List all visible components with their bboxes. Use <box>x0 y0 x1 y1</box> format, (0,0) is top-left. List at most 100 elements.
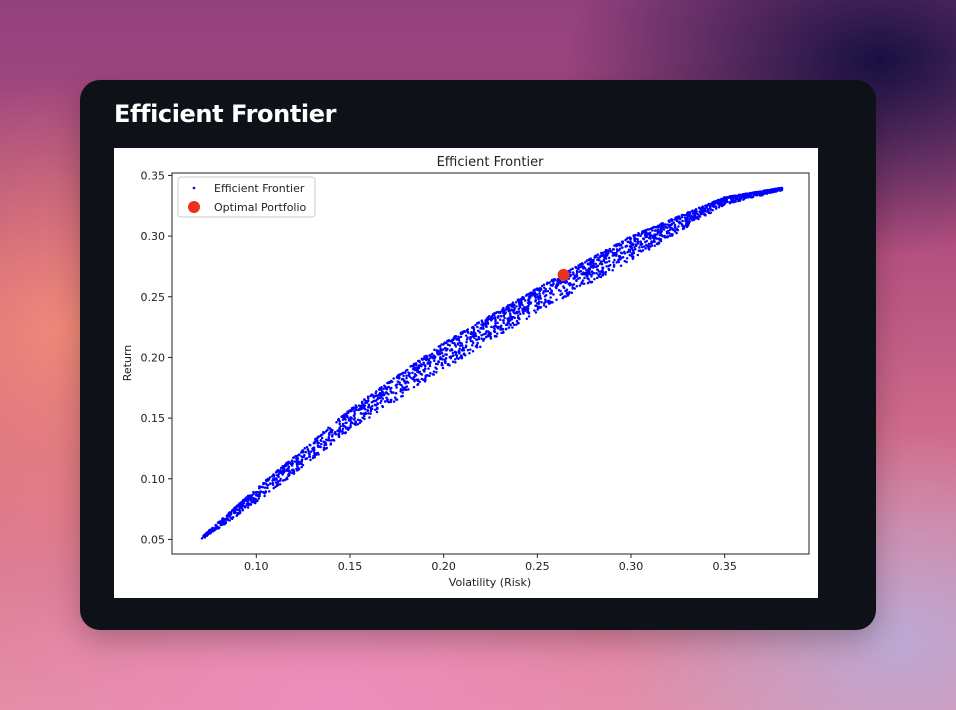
frontier-point <box>509 323 512 326</box>
frontier-point <box>245 499 248 502</box>
frontier-point <box>266 483 270 487</box>
frontier-point <box>571 267 574 271</box>
frontier-point <box>341 414 344 418</box>
frontier-point <box>471 349 475 353</box>
frontier-point <box>443 346 447 350</box>
frontier-point <box>542 283 546 287</box>
frontier-point <box>657 237 661 240</box>
frontier-point <box>254 497 257 501</box>
frontier-point <box>484 332 487 336</box>
frontier-point <box>525 293 529 296</box>
frontier-point <box>600 270 603 274</box>
frontier-point <box>437 360 440 363</box>
frontier-point <box>550 289 554 293</box>
frontier-point <box>621 246 624 249</box>
chart-card: Efficient Frontier Efficient Frontier 0.… <box>80 80 876 630</box>
frontier-point <box>546 289 550 293</box>
frontier-point <box>361 402 364 406</box>
frontier-point <box>619 244 623 247</box>
frontier-point <box>482 324 485 328</box>
frontier-point <box>577 277 580 280</box>
frontier-point <box>526 309 530 312</box>
frontier-point <box>635 243 638 246</box>
frontier-point <box>531 294 534 297</box>
frontier-point <box>524 299 527 302</box>
frontier-point <box>620 251 624 255</box>
frontier-point <box>462 346 465 350</box>
frontier-point <box>560 280 564 284</box>
frontier-point <box>405 385 409 388</box>
frontier-point <box>690 209 694 213</box>
frontier-point <box>383 400 387 403</box>
frontier-point <box>602 259 605 262</box>
frontier-point <box>536 308 539 311</box>
frontier-point <box>378 387 382 390</box>
frontier-point <box>628 236 632 240</box>
frontier-point <box>664 226 668 229</box>
frontier-point <box>394 384 398 387</box>
frontier-point <box>646 232 650 235</box>
frontier-point <box>277 480 280 483</box>
frontier-point <box>639 241 643 244</box>
frontier-point <box>557 282 560 285</box>
frontier-point <box>499 326 502 329</box>
frontier-point <box>322 448 326 451</box>
frontier-point <box>205 534 209 537</box>
frontier-point <box>570 291 574 295</box>
frontier-point <box>258 492 261 496</box>
frontier-point <box>318 445 321 448</box>
frontier-point <box>316 439 319 442</box>
frontier-point <box>517 307 521 311</box>
frontier-point <box>376 397 379 401</box>
frontier-point <box>360 412 363 415</box>
frontier-point <box>515 323 518 326</box>
frontier-point <box>516 314 520 317</box>
frontier-point <box>764 191 768 194</box>
frontier-point <box>420 357 424 361</box>
frontier-point <box>630 246 634 250</box>
frontier-point <box>604 257 608 260</box>
frontier-point <box>509 314 512 318</box>
frontier-point <box>383 385 387 388</box>
frontier-point <box>549 296 552 299</box>
frontier-point <box>363 398 366 401</box>
frontier-point <box>502 331 505 334</box>
frontier-point <box>644 247 647 250</box>
frontier-point <box>681 219 684 223</box>
frontier-point <box>424 375 427 379</box>
frontier-point <box>369 412 372 415</box>
frontier-point <box>597 259 601 262</box>
frontier-point <box>730 199 734 202</box>
frontier-point <box>615 244 618 247</box>
frontier-point <box>397 377 401 380</box>
frontier-point <box>425 356 429 359</box>
x-axis-ticks: 0.10 0.15 0.20 0.25 0.30 0.35 <box>244 554 737 573</box>
frontier-point <box>691 215 695 218</box>
frontier-point <box>606 253 609 257</box>
frontier-point <box>428 362 432 366</box>
frontier-point <box>538 295 542 298</box>
frontier-point <box>621 241 624 245</box>
frontier-point <box>569 273 573 277</box>
legend-label-optimal-portfolio: Optimal Portfolio <box>214 201 307 214</box>
frontier-point <box>264 482 268 486</box>
frontier-point <box>208 529 211 532</box>
frontier-point <box>598 272 602 276</box>
frontier-point <box>650 244 653 247</box>
frontier-point <box>634 233 637 237</box>
frontier-point <box>213 528 216 532</box>
frontier-point <box>440 363 443 367</box>
frontier-point <box>747 194 751 198</box>
frontier-point <box>572 277 575 280</box>
frontier-point <box>317 441 320 445</box>
frontier-point <box>454 337 458 340</box>
frontier-point <box>441 366 445 370</box>
frontier-point <box>735 195 739 199</box>
frontier-point <box>549 283 553 287</box>
frontier-point <box>604 273 607 276</box>
frontier-point <box>241 509 245 512</box>
frontier-point <box>384 387 388 390</box>
frontier-point <box>734 200 737 203</box>
frontier-point <box>711 208 714 212</box>
frontier-point <box>389 387 392 390</box>
